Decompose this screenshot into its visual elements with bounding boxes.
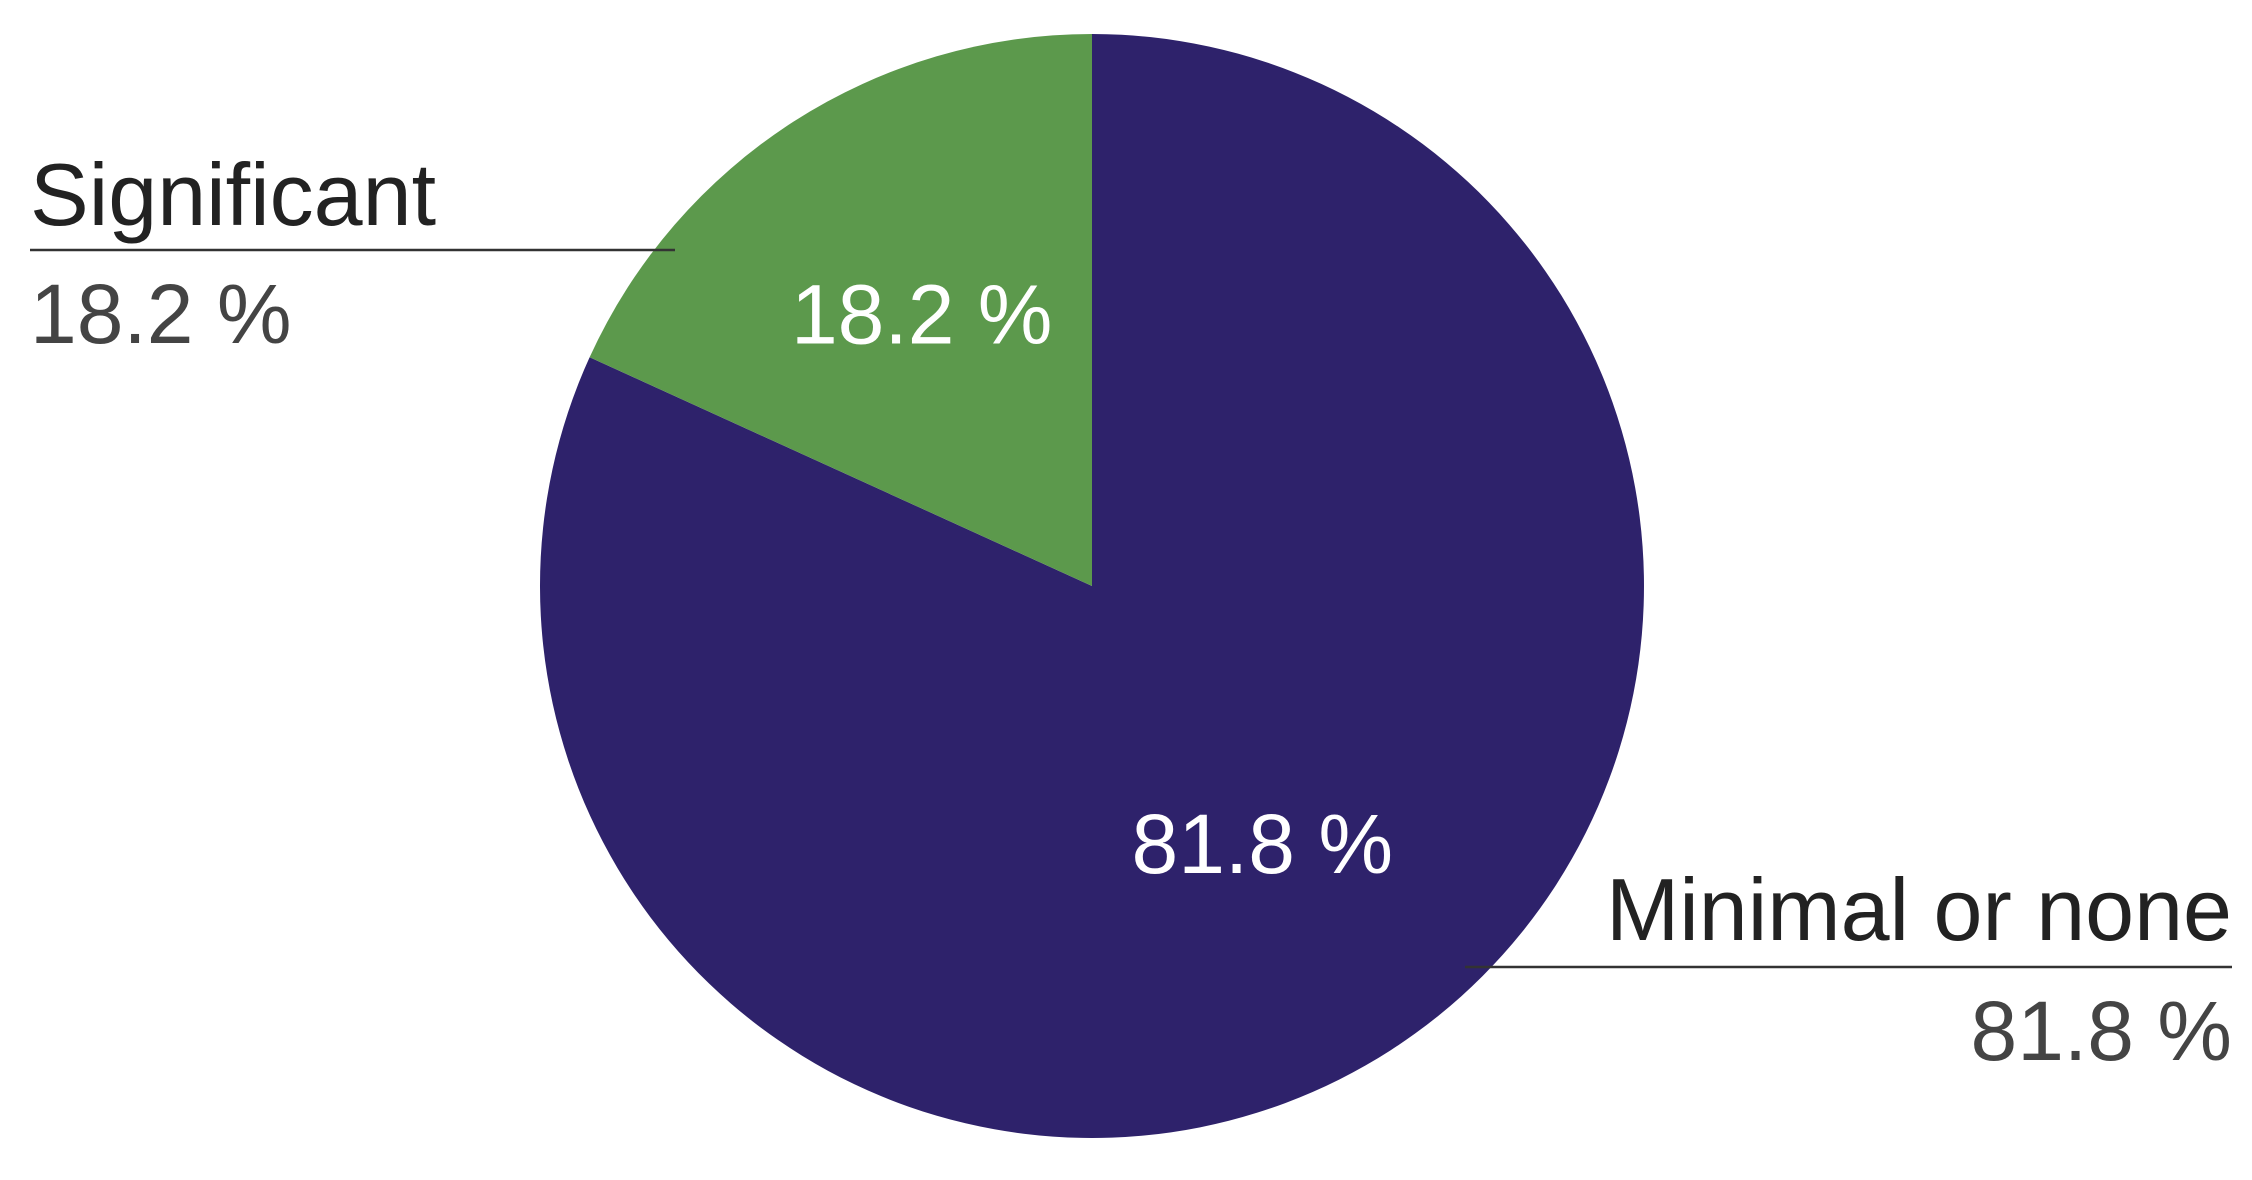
pie-slices	[539, 34, 1644, 1138]
pie-slice-label-minimal-or-none: 81.8 %	[1132, 797, 1394, 891]
callout-minimal-or-none-value: 81.8 %	[1970, 984, 2232, 1078]
pie-slice-significant	[589, 34, 1092, 586]
pie-slice-label-significant: 18.2 %	[791, 268, 1053, 362]
callout-significant-value: 18.2 %	[30, 267, 292, 361]
pie-slice-labels: 81.8 % 18.2 %	[791, 268, 1393, 891]
callout-significant-name: Significant	[30, 145, 436, 244]
callout-minimal-or-none-name: Minimal or none	[1606, 860, 2232, 959]
callout-significant: Significant 18.2 %	[30, 145, 675, 361]
pie-slice-minimal-or-none	[539, 34, 1644, 1138]
callout-minimal-or-none: Minimal or none 81.8 %	[1465, 860, 2232, 1078]
